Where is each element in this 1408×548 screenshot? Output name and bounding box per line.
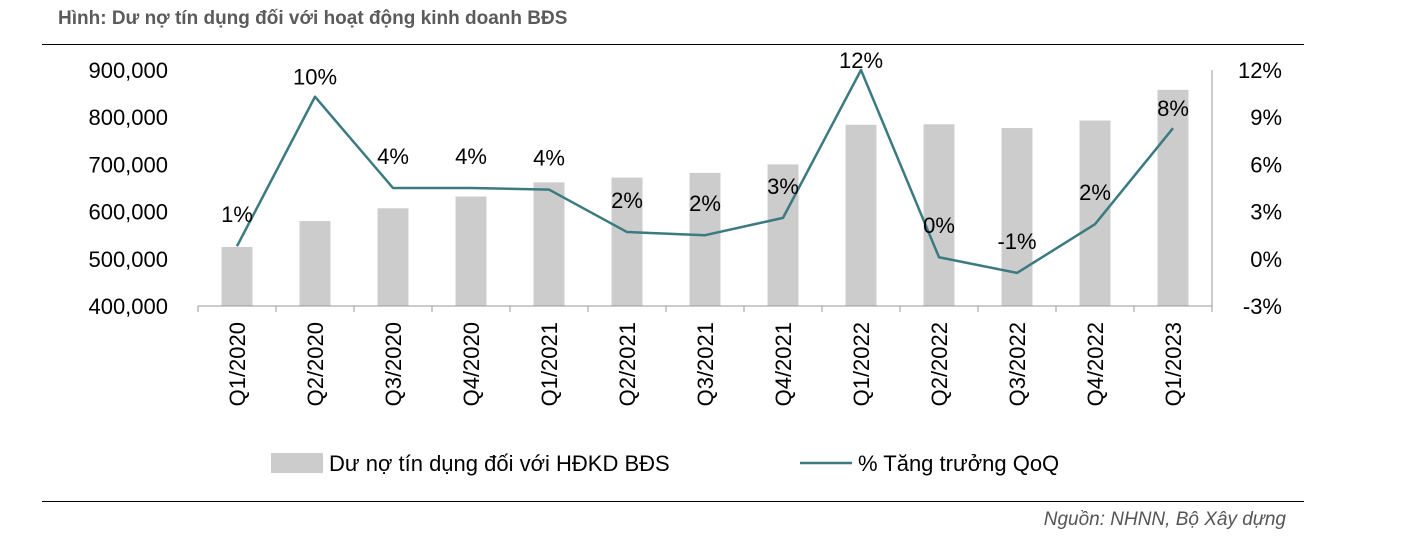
y-left-tick-label: 600,000 (88, 200, 168, 225)
bar-Q4/2021 (767, 164, 799, 306)
bar-Q1/2023 (1157, 89, 1189, 306)
data-label-Q2/2020: 10% (293, 65, 337, 90)
data-label-Q2/2022: 0% (923, 213, 955, 238)
y-left-tick-label: 700,000 (88, 152, 168, 177)
data-labels: 1% 10% 4% 4% 4% 2% 2% 3% 12% 0% -1% 2% 8% (221, 48, 1189, 254)
bar-Q1/2022 (845, 124, 877, 306)
bar-Q4/2020 (455, 196, 487, 306)
data-label-Q1/2020: 1% (221, 202, 253, 227)
data-label-Q4/2022: 2% (1079, 180, 1111, 205)
x-tick-label: Q2/2020 (303, 322, 328, 406)
legend-line-label: % Tăng trưởng QoQ (858, 451, 1059, 476)
bar-Q2/2020 (299, 221, 331, 306)
data-label-Q1/2022: 12% (839, 48, 883, 73)
x-tick-label: Q1/2020 (225, 322, 250, 406)
x-tick-label: Q2/2022 (927, 322, 952, 406)
line-series (235, 68, 1174, 275)
x-tick-label: Q1/2023 (1161, 322, 1186, 406)
figure-title: Hình: Dư nợ tín dụng đối với hoạt động k… (58, 8, 568, 29)
bar-Q3/2021 (689, 172, 721, 306)
x-tick-label: Q1/2021 (537, 322, 562, 406)
tick-labels: 400,000 500,000 600,000 700,000 800,000 900,0… (88, 58, 1282, 406)
bar-Q2/2022 (923, 124, 955, 306)
y-right-tick-label: 12% (1238, 58, 1282, 83)
growth-line (235, 68, 1174, 275)
y-right-tick-label: 3% (1250, 200, 1282, 225)
legend-bar-label: Dư nợ tín dụng đối với HĐKD BĐS (329, 451, 670, 476)
axes (197, 70, 1213, 312)
y-left-tick-label: 900,000 (88, 58, 168, 83)
legend: Dư nợ tín dụng đối với HĐKD BĐS % Tăng tr… (271, 451, 1059, 476)
data-label-Q1/2021: 4% (533, 146, 565, 171)
y-right-tick-label: 6% (1250, 152, 1282, 177)
bar-Q3/2020 (377, 208, 409, 306)
y-left-tick-label: 400,000 (88, 294, 168, 319)
legend-bar-swatch (271, 453, 323, 473)
x-tick-label: Q2/2021 (615, 322, 640, 406)
data-label-Q4/2021: 3% (767, 174, 799, 199)
top-rule (42, 44, 1304, 45)
bar-Q1/2021 (533, 182, 565, 306)
bar-Q4/2022 (1079, 120, 1111, 306)
bar-Q3/2022 (1001, 128, 1033, 306)
x-tick-label: Q3/2021 (693, 322, 718, 406)
x-tick-label: Q3/2020 (381, 322, 406, 406)
x-tick-label: Q4/2020 (459, 322, 484, 406)
bar-series (221, 89, 1189, 306)
y-right-tick-label: 9% (1250, 105, 1282, 130)
data-label-Q3/2021: 2% (689, 191, 721, 216)
y-left-tick-label: 500,000 (88, 247, 168, 272)
data-label-Q3/2020: 4% (377, 144, 409, 169)
y-right-tick-label: -3% (1243, 294, 1282, 319)
x-tick-label: Q4/2022 (1083, 322, 1108, 406)
source-note: Nguồn: NHNN, Bộ Xây dựng (1043, 509, 1286, 530)
bar-Q2/2021 (611, 177, 643, 306)
data-label-Q2/2021: 2% (611, 188, 643, 213)
data-label-Q4/2020: 4% (455, 144, 487, 169)
x-tick-label: Q4/2021 (771, 322, 796, 406)
x-tick-label: Q1/2022 (849, 322, 874, 406)
data-label-Q1/2023: 8% (1157, 96, 1189, 121)
x-tick-label: Q3/2022 (1005, 322, 1030, 406)
data-label-Q3/2022: -1% (997, 229, 1036, 254)
y-right-tick-label: 0% (1250, 247, 1282, 272)
bottom-rule (42, 501, 1304, 502)
bar-Q1/2020 (221, 247, 253, 306)
y-left-tick-label: 800,000 (88, 105, 168, 130)
